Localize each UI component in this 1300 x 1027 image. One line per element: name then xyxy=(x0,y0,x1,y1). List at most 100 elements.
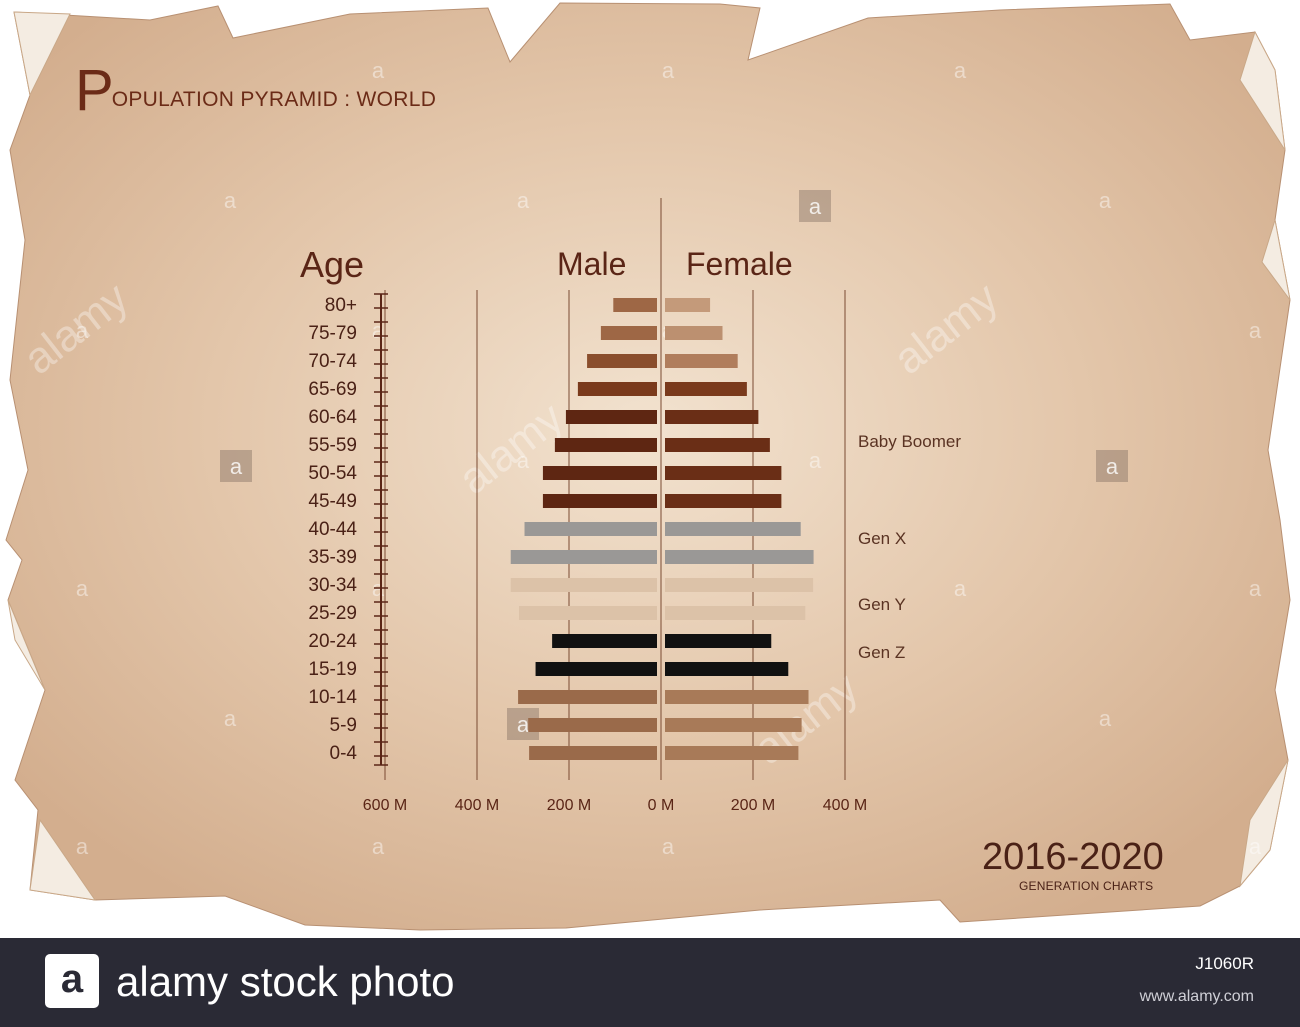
watermark-letter: a xyxy=(662,834,675,859)
watermark-word: alamy xyxy=(885,273,1008,384)
watermark-letter: a xyxy=(372,834,385,859)
male-bar xyxy=(524,522,657,536)
watermark-letter: a xyxy=(76,318,89,343)
age-label: 55-59 xyxy=(308,435,357,456)
paper-curl-left xyxy=(7,599,46,691)
age-label: 70-74 xyxy=(308,351,357,372)
age-label: 25-29 xyxy=(308,603,357,624)
age-label: 65-69 xyxy=(308,379,357,400)
female-bar xyxy=(665,550,814,564)
age-label: 80+ xyxy=(325,295,357,316)
watermark-box-letter: a xyxy=(517,712,530,737)
age-label: 40-44 xyxy=(308,519,357,540)
female-bar xyxy=(665,410,759,424)
female-bar xyxy=(665,690,809,704)
watermark-word: alamy xyxy=(450,393,573,504)
watermark-letter: a xyxy=(517,188,530,213)
male-header: Male xyxy=(557,246,627,282)
year-range: 2016-2020 xyxy=(982,836,1164,878)
male-bar xyxy=(565,410,657,424)
logo-letter: a xyxy=(60,957,84,1001)
female-bar xyxy=(665,326,723,340)
paper-curl-top-right xyxy=(1239,30,1286,151)
age-label: 35-39 xyxy=(308,547,357,568)
alamy-logo-icon[interactable]: a xyxy=(45,954,99,1008)
footer-bar: a alamy stock photo J1060R www.alamy.com xyxy=(0,938,1300,1027)
age-label: 10-14 xyxy=(308,687,357,708)
female-bar xyxy=(665,382,747,396)
female-bar xyxy=(665,466,782,480)
female-bar xyxy=(665,354,738,368)
generation-label: Gen Z xyxy=(858,643,905,662)
age-label: 0-4 xyxy=(330,743,358,764)
watermark-letter: a xyxy=(1249,576,1262,601)
female-bar xyxy=(665,634,772,648)
generation-label: Gen Y xyxy=(858,595,906,614)
watermarks: aaaaaaaaaaaaaaaaaaaaaaaaaaalamyalamyalam… xyxy=(15,58,1262,859)
watermark-letter: a xyxy=(1099,188,1112,213)
male-bar xyxy=(613,298,657,312)
watermark-letter: a xyxy=(1249,834,1262,859)
title-initial: P xyxy=(75,58,114,123)
male-bar xyxy=(600,326,657,340)
female-bar xyxy=(665,298,711,312)
age-header: Age xyxy=(300,244,365,285)
generation-charts-subtitle: GENERATION CHARTS xyxy=(1019,879,1154,893)
watermark-letter: a xyxy=(76,834,89,859)
age-axis: 80+ 75-79 70-74 65-69 60-64 55-59 50-54 45-49 40… xyxy=(308,293,388,766)
female-bar xyxy=(665,494,782,508)
male-bar xyxy=(577,382,657,396)
female-bar xyxy=(665,438,770,452)
female-bar xyxy=(665,746,799,760)
x-tick-label: 400 M xyxy=(823,797,867,814)
x-tick-label: 200 M xyxy=(547,797,591,814)
x-tick-label: 600 M xyxy=(363,797,407,814)
watermark-box-letter: a xyxy=(809,194,822,219)
male-bar xyxy=(529,746,657,760)
watermark-letter: a xyxy=(1099,706,1112,731)
x-tick-label: 0 M xyxy=(648,797,675,814)
watermark-box-letter: a xyxy=(1106,454,1119,479)
watermark-box xyxy=(1096,450,1128,482)
watermark-letter: a xyxy=(954,576,967,601)
generation-labels: Baby Boomer Gen X Gen Y Gen Z xyxy=(858,432,961,662)
watermark-box xyxy=(799,190,831,222)
male-bar xyxy=(519,606,657,620)
female-bar xyxy=(665,718,802,732)
female-bar xyxy=(665,606,806,620)
female-bar xyxy=(665,522,801,536)
brand-text[interactable]: alamy stock photo xyxy=(116,958,455,1005)
watermark-letter: a xyxy=(76,576,89,601)
male-bar xyxy=(552,634,657,648)
watermark-letter: a xyxy=(662,58,675,83)
watermark-word: alamy xyxy=(15,273,138,384)
site-url[interactable]: www.alamy.com xyxy=(1139,988,1254,1005)
tick-labels: 600 M 400 M 200 M 0 M 200 M 400 M xyxy=(363,797,867,814)
watermark-box xyxy=(220,450,252,482)
age-label: 20-24 xyxy=(308,631,357,652)
watermark-letter: a xyxy=(224,706,237,731)
male-bar xyxy=(510,578,657,592)
x-tick-label: 200 M xyxy=(731,797,775,814)
image-code: J1060R xyxy=(1195,954,1254,973)
age-label: 30-34 xyxy=(308,575,357,596)
population-pyramid-chart: aaaaaaaaaaaaaaaaaaaaaaaaaaalamyalamyalam… xyxy=(15,58,1262,859)
watermark-letter: a xyxy=(1249,318,1262,343)
female-header: Female xyxy=(686,246,793,282)
male-bar xyxy=(542,466,657,480)
watermark-letter: a xyxy=(224,188,237,213)
male-bar xyxy=(554,438,657,452)
age-label: 5-9 xyxy=(330,715,357,736)
watermark-letter: a xyxy=(517,448,530,473)
female-bar xyxy=(665,578,814,592)
page-title: P OPULATION PYRAMID : WORLD xyxy=(75,62,436,120)
title-text: OPULATION PYRAMID : WORLD xyxy=(111,88,437,111)
watermark-letter: a xyxy=(372,58,385,83)
generation-label: Baby Boomer xyxy=(858,432,961,451)
age-label: 60-64 xyxy=(308,407,357,428)
male-bar xyxy=(528,718,657,732)
age-label: 15-19 xyxy=(308,659,357,680)
male-bar xyxy=(587,354,657,368)
watermark-letter: a xyxy=(954,58,967,83)
paper-curl-bottom-left xyxy=(29,818,97,901)
